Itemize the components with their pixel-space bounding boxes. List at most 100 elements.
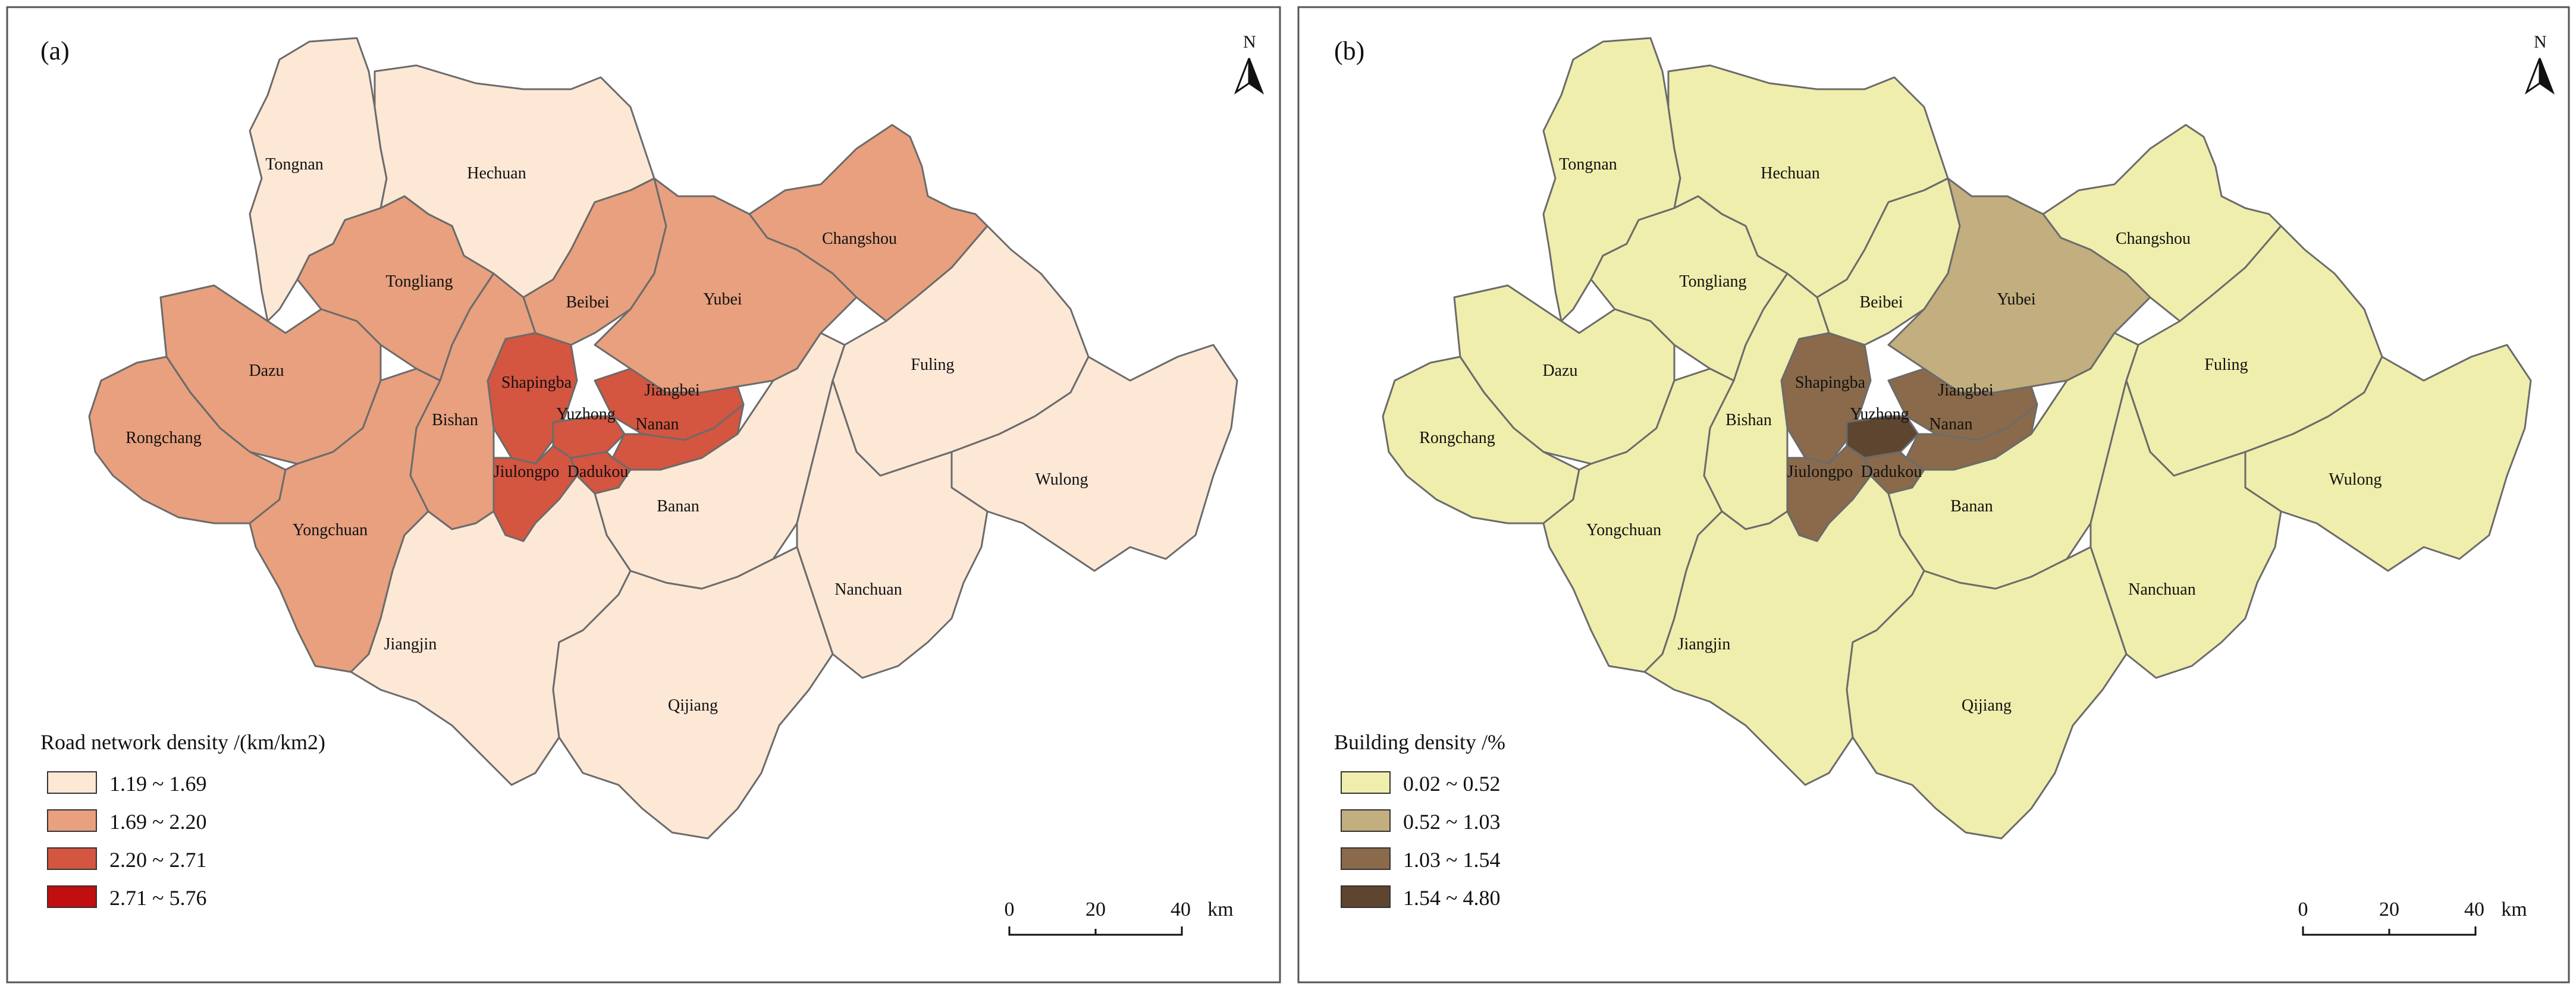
legend-item: 2.71 ~ 5.76 [47,885,206,910]
legend-item: 0.52 ~ 1.03 [1341,809,1500,834]
district-labels: Tongnan Hechuan Tongliang Changshou Beib… [1419,155,2382,715]
district-map [1382,37,2532,840]
legend-label: 1.03 ~ 1.54 [1403,848,1500,872]
label-tongliang: Tongliang [385,272,453,291]
label-nanchuan: Nanchuan [834,580,902,599]
north-label: N [2534,32,2547,52]
label-yongchuan: Yongchuan [293,521,368,539]
district-qijiang [1846,546,2128,840]
label-yuzhong: Yuzhong [556,405,616,423]
map-panel-a: (a) N Tongnan Hechuan Tongliang Changsho… [6,6,1281,984]
label-qijiang: Qijiang [1962,696,2012,715]
north-arrow: N [1234,32,1265,95]
label-dazu: Dazu [1542,362,1577,380]
scale-tick-20: 20 [2379,898,2399,920]
scale-bar: 0 20 40 km [2298,898,2527,936]
label-bishan: Bishan [1725,411,1772,429]
legend-label: 1.69 ~ 2.20 [109,810,206,834]
label-beibei: Beibei [566,293,609,312]
label-jiulongpo: Jiulongpo [494,463,559,481]
label-banan: Banan [657,497,699,516]
label-jiulongpo: Jiulongpo [1787,463,1853,481]
legend-item: 1.69 ~ 2.20 [47,809,206,834]
panel-label: (b) [1334,36,1364,65]
district-wulong [950,344,1238,572]
scale-bar: 0 20 40 km [1005,898,1234,936]
north-label: N [1243,32,1256,52]
legend-item: 1.19 ~ 1.69 [47,771,206,796]
legend-swatch [1341,809,1391,832]
legend-swatch [47,771,97,794]
legend-swatch [1341,771,1391,794]
label-dazu: Dazu [249,362,284,380]
panel-label: (a) [40,36,70,65]
legend: Road network density /(km/km2) 1.19 ~ 1.… [40,730,325,910]
north-arrow: N [2524,32,2555,95]
scale-tick-0: 0 [1005,898,1015,920]
district-yongchuan [249,367,441,673]
label-shapingba: Shapingba [1795,373,1866,392]
label-qijiang: Qijiang [668,696,718,715]
label-tongnan: Tongnan [265,155,324,174]
scale-tick-0: 0 [2298,898,2308,920]
label-rongchang: Rongchang [125,429,202,447]
district-nanchuan [796,379,989,679]
district-yongchuan [1542,367,1735,673]
label-dadukou: Dadukou [1861,463,1922,481]
scale-tick-20: 20 [1085,898,1106,920]
label-wulong: Wulong [2329,470,2382,489]
legend-label: 0.02 ~ 0.52 [1403,772,1500,796]
district-wulong [2244,344,2532,572]
label-nanan: Nanan [1929,415,1972,433]
label-nanan: Nanan [635,415,679,433]
legend-item: 1.54 ~ 4.80 [1341,885,1500,910]
label-jiangbei: Jiangbei [1938,381,1994,400]
legend-item: 0.02 ~ 0.52 [1341,771,1500,796]
label-banan: Banan [1950,497,1993,516]
label-jiangjin: Jiangjin [1678,635,1731,653]
label-jiangbei: Jiangbei [644,381,700,400]
district-qijiang [552,546,834,840]
label-fuling: Fuling [2204,356,2248,374]
label-hechuan: Hechuan [467,164,526,183]
legend-swatch [1341,847,1391,870]
legend-swatch [47,809,97,832]
label-hechuan: Hechuan [1761,164,1820,183]
legend-title: Building density /% [1334,730,1505,754]
map-panel-b: (b) N Tongnan Hechuan Tongliang Changsho… [1297,6,2570,984]
legend-label: 0.52 ~ 1.03 [1403,810,1500,834]
label-shapingba: Shapingba [501,373,572,392]
label-tongnan: Tongnan [1559,155,1617,174]
label-yubei: Yubei [703,290,742,309]
label-changshou: Changshou [2116,230,2191,248]
label-rongchang: Rongchang [1419,429,1495,447]
district-map [88,37,1238,840]
label-bishan: Bishan [432,411,478,429]
legend-item: 2.20 ~ 2.71 [47,847,206,872]
label-yongchuan: Yongchuan [1586,521,1661,539]
label-yubei: Yubei [1997,290,2036,309]
district-nanchuan [2089,379,2282,679]
legend-label: 1.54 ~ 4.80 [1403,886,1500,910]
legend-swatch [1341,885,1391,908]
label-yuzhong: Yuzhong [1850,405,1909,423]
legend-swatch [47,885,97,908]
legend-label: 1.19 ~ 1.69 [109,772,206,796]
legend-title: Road network density /(km/km2) [40,730,325,754]
legend: Building density /% 0.02 ~ 0.52 0.52 ~ 1… [1334,730,1505,910]
scale-unit: km [1207,898,1233,920]
label-wulong: Wulong [1035,470,1088,489]
label-dadukou: Dadukou [567,463,629,481]
legend-swatch [47,847,97,870]
legend-item: 1.03 ~ 1.54 [1341,847,1500,872]
legend-label: 2.71 ~ 5.76 [109,886,206,910]
district-labels: Tongnan Hechuan Tongliang Changshou Beib… [125,155,1088,715]
label-fuling: Fuling [911,356,954,374]
scale-tick-40: 40 [2464,898,2484,920]
label-jiangjin: Jiangjin [384,635,437,653]
label-changshou: Changshou [822,230,897,248]
label-tongliang: Tongliang [1679,272,1746,291]
scale-tick-40: 40 [1171,898,1191,920]
label-nanchuan: Nanchuan [2128,580,2196,599]
label-beibei: Beibei [1859,293,1903,312]
